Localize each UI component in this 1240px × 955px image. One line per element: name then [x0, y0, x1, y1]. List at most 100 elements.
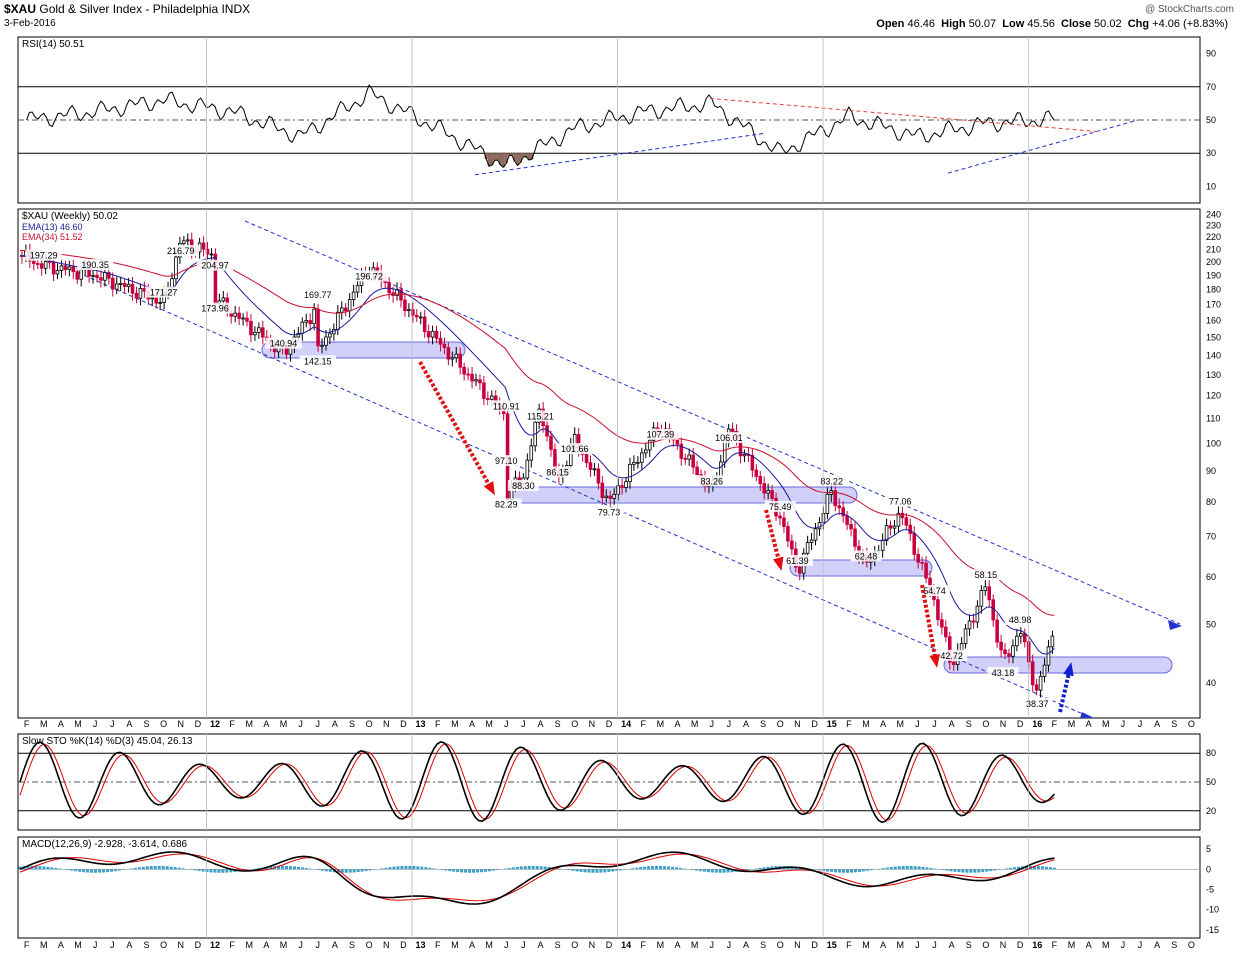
x-axis-label: S [966, 719, 972, 729]
candle-body [959, 643, 964, 651]
price-annotation: 115.21 [527, 411, 554, 421]
candle-body [841, 507, 845, 517]
candle-body [118, 283, 123, 285]
annotation-bg [488, 400, 525, 412]
candle-body [647, 439, 652, 451]
x-axis-label: J [1138, 940, 1143, 950]
candle-body [1011, 645, 1015, 657]
red-arrow-2014 [764, 509, 782, 566]
candle-body [454, 353, 459, 359]
candle-body [241, 317, 245, 320]
x-axis-label: A [675, 719, 681, 729]
candle-body [924, 562, 928, 579]
price-annotation: 97.10 [495, 456, 518, 466]
candle-body [458, 353, 462, 368]
annotation-bg [696, 475, 728, 487]
candle-body [987, 586, 992, 601]
candle-body [261, 327, 265, 338]
price-annotation: 62.48 [855, 551, 878, 561]
candle-body [126, 283, 131, 288]
price-tick-label: 90 [1206, 466, 1216, 476]
candle-body [486, 398, 490, 400]
macd-tick-label: 0 [1206, 864, 1211, 874]
x-axis-label: A [58, 719, 64, 729]
x-axis-label: M [691, 940, 699, 950]
x-axis-label: A [263, 719, 269, 729]
candle-body [387, 282, 391, 294]
x-axis-label: F [1052, 719, 1058, 729]
candle-body [687, 454, 691, 460]
x-axis-label: O [777, 940, 784, 950]
candle-body [628, 463, 632, 482]
candle-body [336, 311, 340, 330]
x-axis-label: A [58, 940, 64, 950]
candle-body [63, 265, 68, 271]
x-axis-label: M [1068, 940, 1076, 950]
x-axis-label: O [982, 940, 989, 950]
candle-body [837, 505, 842, 509]
candle-body [592, 468, 597, 471]
candle-body [1038, 676, 1043, 691]
candle-body [67, 266, 72, 271]
price-annotation: 83.22 [820, 476, 843, 486]
candle-body [643, 449, 648, 454]
price-annotation: 142.15 [304, 356, 332, 366]
candle-body [979, 590, 984, 607]
price-annotation: 77.06 [889, 497, 912, 507]
price-annotation: 173.96 [201, 304, 229, 314]
price-annotation: 204.97 [201, 261, 229, 271]
x-axis-label: O [366, 719, 373, 729]
rsi-tick-label: 30 [1206, 148, 1216, 158]
candle-body [1050, 635, 1055, 648]
price-annotation: 196.72 [355, 271, 383, 281]
index-name: Gold & Silver Index - Philadelphia [39, 2, 219, 16]
support-zone-3 [943, 656, 1173, 674]
sto-tick-label: 50 [1206, 777, 1216, 787]
candle-body [304, 320, 309, 323]
x-axis-label: D [1017, 719, 1024, 729]
x-axis-label: M [896, 940, 904, 950]
x-axis-label: 12 [210, 940, 220, 950]
candle-body [1022, 633, 1027, 643]
candle-body [430, 330, 435, 338]
x-axis-label: M [246, 719, 254, 729]
annotation-bg [25, 249, 62, 261]
candle-body [411, 309, 415, 316]
x-axis-label: M [657, 940, 665, 950]
price-annotation: 107.39 [647, 430, 675, 440]
candle-body [588, 462, 593, 470]
x-axis-label: F [846, 940, 852, 950]
annotation-bg [884, 495, 916, 507]
x-axis-label: A [880, 940, 886, 950]
price-tick-label: 80 [1206, 497, 1216, 507]
candle-body [782, 517, 786, 527]
candle-body [896, 512, 901, 527]
x-axis-label: 14 [621, 719, 631, 729]
x-axis-label: J [316, 719, 321, 729]
candle-body [434, 330, 439, 339]
x-axis-label: A [332, 719, 338, 729]
candle-body [99, 277, 103, 281]
annotation-bg [642, 428, 679, 440]
annotation-bg [764, 500, 796, 512]
x-axis-label: O [160, 940, 167, 950]
x-axis-label: 14 [621, 940, 631, 950]
annotation-bg [556, 443, 593, 455]
annotation-bg [816, 475, 848, 487]
annotation-bg [490, 455, 522, 467]
x-axis-label: A [743, 940, 749, 950]
candle-body [39, 263, 44, 269]
candle-body [1042, 664, 1047, 677]
x-axis-label: J [710, 719, 715, 729]
price-tick-label: 140 [1206, 350, 1221, 360]
candle-body [616, 485, 620, 495]
price-tick-label: 150 [1206, 332, 1221, 342]
candle-body [91, 274, 95, 277]
candle-body [936, 599, 940, 621]
ohlc-readout: Open 46.46 High 50.07 Low 45.56 Close 50… [876, 18, 1228, 30]
candle-body [320, 344, 324, 347]
chart-symbol-title: $XAU Gold & Silver Index - Philadelphia … [4, 2, 250, 16]
candle-body [758, 475, 763, 485]
x-axis-label: M [74, 940, 82, 950]
x-axis-label: N [1000, 940, 1007, 950]
